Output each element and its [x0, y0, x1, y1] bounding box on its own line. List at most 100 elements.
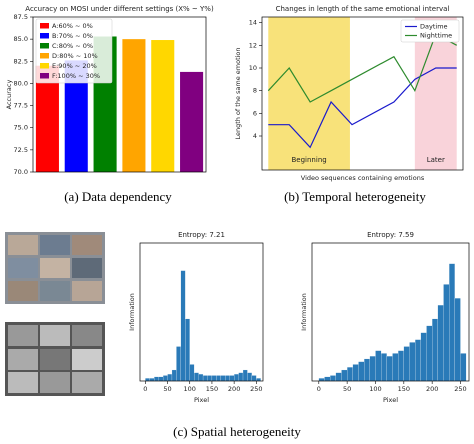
histogram-bar [234, 374, 239, 382]
plot-frame [139, 242, 264, 382]
y-axis-label: Information [128, 293, 136, 331]
legend-label: Daytime [420, 23, 448, 31]
series-line [268, 67, 457, 149]
legend-label: B:70% ~ 0% [52, 32, 93, 40]
histogram-bar [202, 375, 208, 382]
histogram-bar [403, 346, 410, 382]
face-thumb [72, 349, 102, 370]
histogram-bar [369, 356, 376, 382]
x-axis-label: Video sequences containing emotions [301, 174, 425, 182]
legend-swatch [40, 73, 49, 79]
histogram-bar [242, 369, 248, 382]
histogram-bar [460, 353, 467, 382]
y-tick-label: 72.5 [14, 146, 28, 154]
histogram-bar [162, 375, 168, 382]
histogram-bar [194, 372, 199, 382]
y-tick-label: 6 [253, 109, 257, 117]
legend-swatch [40, 33, 49, 39]
y-tick-label: 87.5 [14, 13, 28, 21]
y-tick-label: 8 [253, 87, 257, 95]
histogram-bar [171, 369, 177, 382]
span-label: Later [427, 156, 445, 164]
y-axis-label: Information [300, 293, 308, 331]
face-thumb [40, 349, 70, 370]
legend-swatch [40, 23, 49, 29]
histogram-bar [437, 305, 444, 382]
x-tick-label: 250 [454, 385, 466, 393]
face-thumb [8, 372, 38, 393]
face-thumb [72, 258, 102, 278]
histogram-bar [449, 263, 455, 382]
chart-title: Changes in length of the same emotional … [276, 5, 450, 13]
y-tick-label: 14 [249, 19, 257, 27]
x-tick-label: 0 [143, 385, 147, 393]
x-tick-label: 150 [206, 385, 218, 393]
series-line [267, 33, 458, 103]
bar [35, 65, 59, 172]
histogram-bar [381, 353, 387, 382]
y-tick-label: 70.0 [14, 168, 28, 176]
histogram-bar [318, 378, 325, 382]
histogram-bar [358, 361, 365, 382]
chart-title: Accuracy on MOSI under different setting… [25, 5, 214, 13]
y-tick-label: 75.0 [14, 124, 28, 132]
histogram-bar [415, 339, 421, 382]
x-tick-label: 150 [398, 385, 410, 393]
histogram-bar [324, 376, 331, 382]
histogram-bar [364, 358, 370, 382]
legend-box [35, 18, 113, 84]
histogram-bar [149, 378, 155, 382]
face-thumb [40, 258, 70, 278]
legend-label: A:60% ~ 0% [52, 22, 93, 30]
x-tick-label: 200 [426, 385, 438, 393]
histogram-bar [392, 353, 399, 382]
face-thumb [72, 281, 102, 301]
legend-label: Nighttime [420, 32, 452, 40]
x-tick-label: 50 [343, 385, 351, 393]
chart-title: Entropy: 7.59 [367, 231, 414, 239]
histogram-bar [229, 375, 235, 382]
x-axis-label: Pixel [194, 396, 209, 404]
face-thumb [72, 235, 102, 255]
legend-swatch [40, 63, 49, 69]
bar [64, 60, 88, 172]
histogram-bar [256, 378, 261, 382]
plot-frame [261, 16, 464, 171]
histogram-bar [158, 376, 164, 382]
x-axis-label: Pixel [383, 396, 398, 404]
caption: (a) Data dependency [64, 189, 172, 204]
histogram-bar [176, 346, 181, 382]
plot-frame [32, 16, 207, 173]
face-thumb [8, 325, 38, 346]
histogram-bar [220, 375, 226, 382]
histogram-bar [375, 350, 382, 382]
histogram-bar [347, 367, 353, 382]
histogram-bar [154, 376, 159, 382]
x-tick-label: 250 [250, 385, 262, 393]
bar [122, 39, 146, 173]
histogram-bar [185, 318, 190, 382]
histogram-bar [216, 375, 221, 382]
histogram-bar [225, 375, 230, 382]
y-tick-label: 77.5 [14, 102, 28, 110]
legend-box [400, 19, 460, 43]
y-tick-label: 4 [253, 132, 257, 140]
y-axis-label: Length of the same emotion [234, 47, 242, 139]
figure-caption: (c) Spatial heterogeneity [173, 424, 301, 439]
plot-frame [311, 242, 470, 382]
histogram-bar [341, 369, 348, 382]
y-tick-label: 85.0 [14, 35, 28, 43]
histogram-bar [207, 375, 213, 382]
x-tick-label: 200 [228, 385, 240, 393]
legend-label: E:90% ~ 20% [52, 62, 97, 70]
histogram-bar [198, 374, 204, 382]
legend-swatch [40, 53, 49, 59]
face-thumb [8, 258, 38, 278]
chart-title: Entropy: 7.21 [178, 231, 225, 239]
bar [151, 40, 175, 173]
face-thumb [40, 281, 70, 301]
caption: (b) Temporal heterogeneity [284, 189, 426, 204]
shaded-span [268, 17, 350, 170]
shaded-span [414, 17, 457, 170]
face-thumb [8, 235, 38, 255]
